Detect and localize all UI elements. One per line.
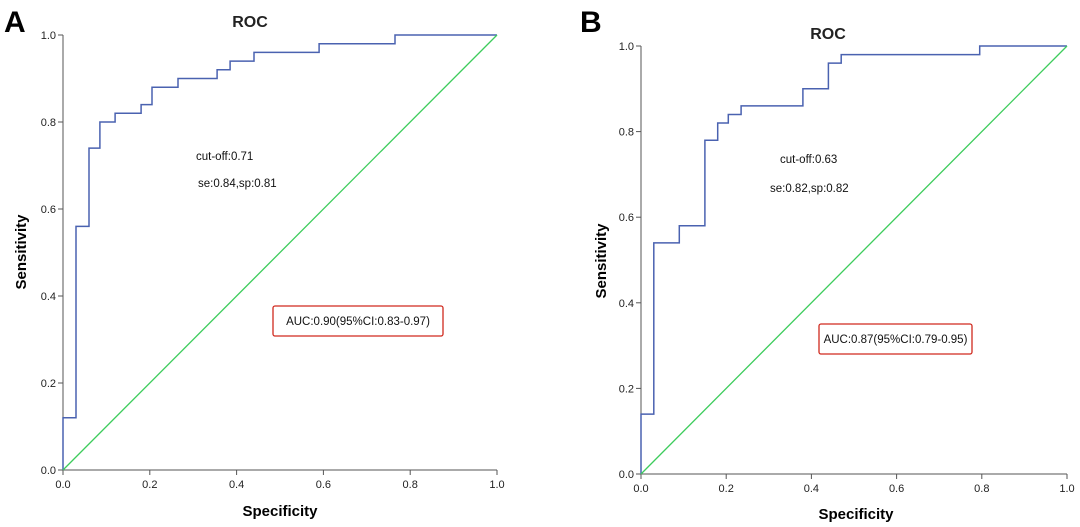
x-tick-label: 0.8 — [403, 479, 418, 491]
y-tick-label: 1.0 — [619, 41, 634, 53]
auc-box — [818, 323, 973, 355]
y-tick-label: 0.2 — [619, 383, 634, 395]
se-sp-annotation: se:0.82,sp:0.82 — [770, 183, 849, 195]
x-tick-label: 0.8 — [974, 483, 989, 495]
y-tick-label: 1.0 — [41, 30, 56, 42]
roc-curve — [62, 34, 497, 470]
y-tick-label: 0.0 — [41, 465, 56, 477]
auc-label: AUC:0.90(95%CI:0.83-0.97) — [286, 316, 430, 328]
y-tick-label: 0.4 — [619, 298, 634, 310]
y-tick-label: 0.8 — [619, 127, 634, 139]
roc-panel-b: B ROC 0.0 0.2 0.4 0.6 0.8 1.0 0.0 0.2 0.4 0.6 0.8 1.0… — [580, 6, 1075, 523]
chart-title: ROC — [810, 26, 846, 43]
x-tick-label: 0.6 — [316, 479, 331, 491]
y-axis-label: Sensitivity — [593, 223, 610, 299]
y-tick-label: 0.6 — [41, 204, 56, 216]
auc-box — [272, 305, 444, 337]
y-tick-label: 0.2 — [41, 378, 56, 390]
x-tick-label: 0.6 — [889, 483, 904, 495]
x-axis-label: Specificity — [818, 506, 894, 523]
panel-label: A — [4, 6, 26, 39]
x-tick-label: 1.0 — [1059, 483, 1074, 495]
x-tick-label: 0.0 — [55, 479, 70, 491]
x-tick-label: 1.0 — [489, 479, 504, 491]
x-tick-label: 0.2 — [719, 483, 734, 495]
cutoff-annotation: cut-off:0.63 — [780, 154, 837, 166]
roc-curve — [640, 45, 1067, 474]
reference-diagonal-line — [640, 45, 1068, 475]
roc-panel-a: A ROC 0.0 0.2 0.4 0.6 0.8 1.0 0.0 0.2 0.4 0.6 0.8 1.0… — [4, 6, 505, 520]
y-axis-label: Sensitivity — [13, 214, 30, 290]
x-tick-label: 0.0 — [633, 483, 648, 495]
y-tick-label: 0.8 — [41, 117, 56, 129]
reference-diagonal-line — [62, 34, 498, 471]
y-tick-label: 0.4 — [41, 291, 56, 303]
x-tick-label: 0.2 — [142, 479, 157, 491]
y-tick-label: 0.0 — [619, 469, 634, 481]
panel-label: B — [580, 6, 602, 39]
x-tick-label: 0.4 — [804, 483, 819, 495]
x-axis-label: Specificity — [242, 503, 318, 520]
auc-label: AUC:0.87(95%CI:0.79-0.95) — [824, 334, 968, 346]
chart-title: ROC — [232, 14, 268, 31]
se-sp-annotation: se:0.84,sp:0.81 — [198, 178, 277, 190]
y-tick-label: 0.6 — [619, 212, 634, 224]
x-tick-label: 0.4 — [229, 479, 244, 491]
cutoff-annotation: cut-off:0.71 — [196, 151, 253, 163]
